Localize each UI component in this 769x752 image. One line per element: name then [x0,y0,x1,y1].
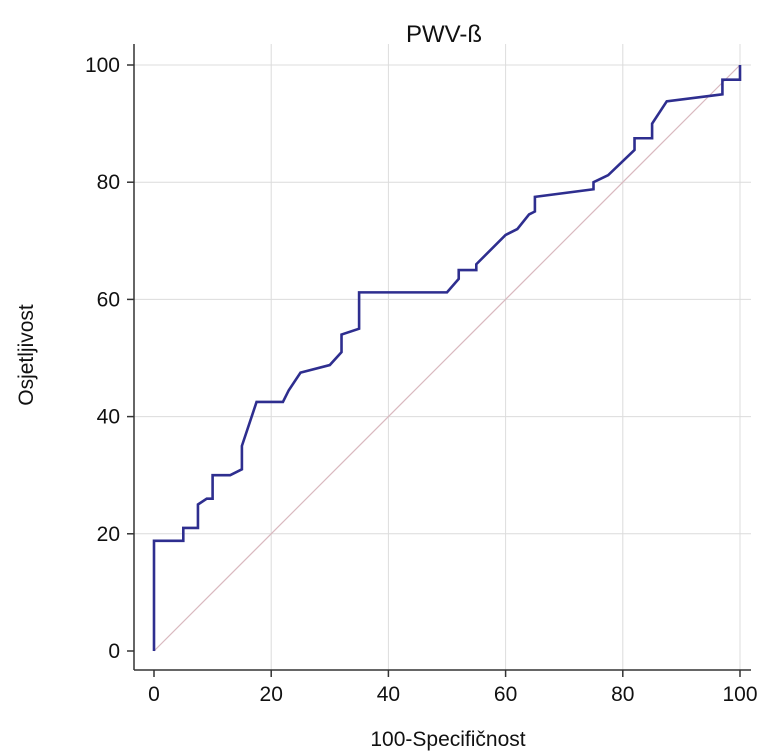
roc-curve-line [152,65,742,651]
x-tick-label-3: 60 [494,683,517,706]
x-tick-label-4: 80 [611,683,634,706]
chart-title: PWV-ß [406,21,482,48]
x-axis-label: 100-Specifičnost [370,728,525,751]
grid-lines [134,44,751,670]
x-tick-label-5: 100 [722,683,757,706]
y-tick-label-2: 40 [97,406,120,429]
y-tick-label-3: 60 [97,288,120,311]
y-tick-label-4: 80 [97,171,120,194]
y-tick-label-5: 100 [85,54,120,77]
y-axis-ticks: 0 20 40 60 80 100 [85,54,134,663]
y-tick-label-0: 0 [108,640,120,663]
reference-diagonal-line [153,64,741,652]
x-tick-label-2: 40 [377,683,400,706]
axes [133,44,751,671]
reference-diagonal-layer [153,64,741,652]
y-tick-label-1: 20 [97,523,120,546]
x-axis-ticks: 0 20 40 60 80 100 [148,670,758,706]
x-tick-label-1: 20 [260,683,283,706]
roc-curve-layer [152,65,742,651]
y-axis-label: Osjetljivost [15,304,38,406]
x-tick-label-0: 0 [148,683,160,706]
